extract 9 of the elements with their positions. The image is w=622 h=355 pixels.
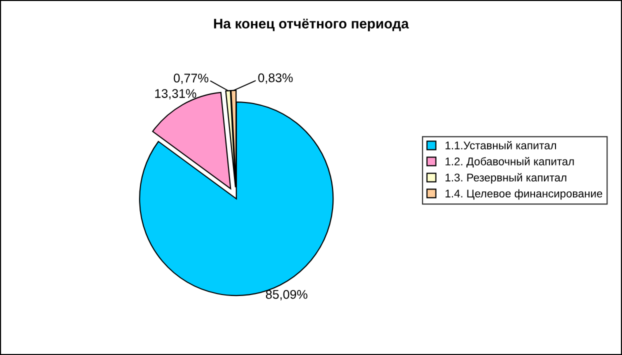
data-label: 13,31% bbox=[155, 89, 196, 100]
data-label: 0,83% bbox=[258, 73, 293, 84]
legend-label: 1.3. Резервный капитал bbox=[446, 173, 566, 184]
data-label: 0,77% bbox=[174, 74, 208, 84]
data-label: 85,09% bbox=[266, 290, 308, 300]
legend-label: 1.2. Добавочный капитал bbox=[446, 157, 574, 168]
legend-label: 1.1.Уставный капитал bbox=[446, 141, 556, 150]
chart-title: На конец отчётного периода bbox=[214, 18, 409, 32]
legend-label: 1.4. Целевое финансирование bbox=[446, 189, 602, 200]
